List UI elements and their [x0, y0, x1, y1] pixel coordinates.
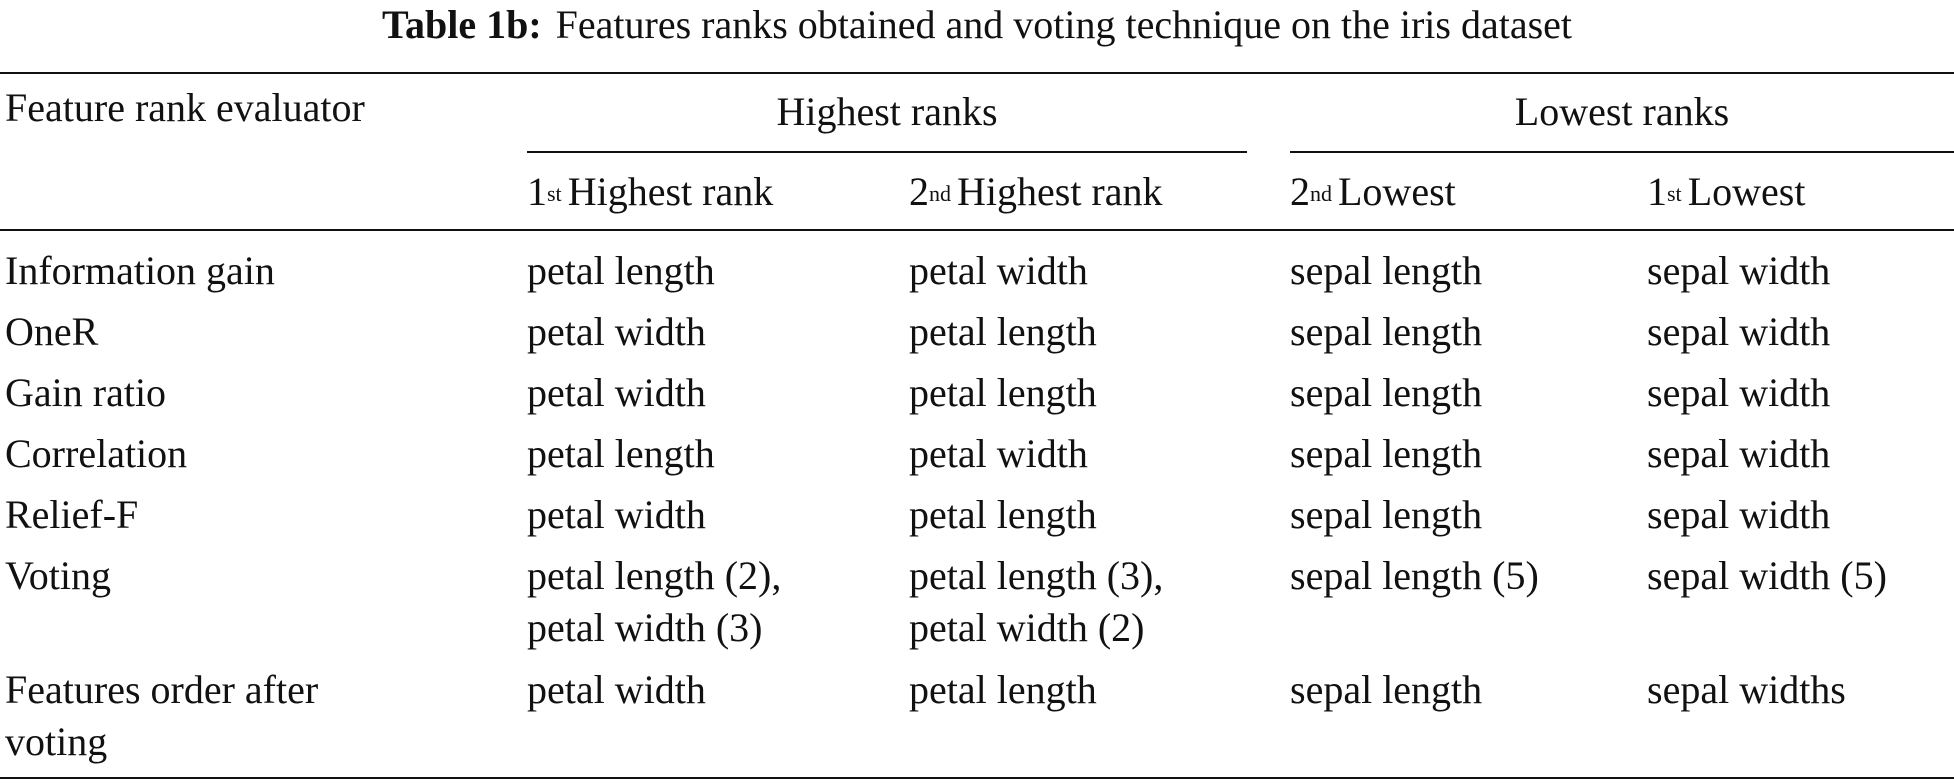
col-suffix: st: [1667, 181, 1682, 206]
col-num: 2: [1290, 169, 1310, 214]
table-cell: petal length: [909, 667, 1097, 712]
table-cell: petal width (2): [909, 605, 1145, 650]
col-label: Lowest: [1338, 169, 1456, 214]
table-cell: sepal width (5): [1647, 553, 1887, 598]
table-cell: sepal width: [1647, 370, 1831, 415]
col-label: Highest rank: [957, 169, 1163, 214]
row-evaluator: Gain ratio: [5, 370, 167, 415]
table-cell: sepal length: [1290, 431, 1483, 476]
col-label: Highest rank: [567, 169, 774, 214]
table-cell: sepal width: [1647, 431, 1831, 476]
top-rule: [0, 72, 1954, 74]
table-cell: petal width: [527, 667, 706, 712]
row-evaluator: Information gain: [5, 248, 275, 293]
table-cell: petal length (2),: [527, 553, 782, 598]
table-cell: sepal width: [1647, 309, 1831, 354]
table-cell: petal length: [909, 492, 1097, 537]
table-cell: sepal length: [1290, 309, 1483, 354]
col-suffix: nd: [929, 181, 951, 206]
table-cell: petal width: [527, 370, 706, 415]
table-cell: petal length (3),: [909, 553, 1164, 598]
caption-label: Table 1b:: [381, 2, 542, 47]
row-evaluator: Features order after: [5, 667, 319, 712]
row-evaluator: Voting: [5, 553, 111, 598]
column-header-1st-lowest: 1st Lowest: [1647, 166, 1805, 218]
row-evaluator: OneR: [5, 309, 99, 354]
col-suffix: st: [547, 181, 562, 206]
table-cell: petal width: [909, 431, 1088, 476]
table-cell: petal length: [527, 248, 715, 293]
column-header-1st-highest: 1st Highest rank: [527, 166, 773, 218]
table-cell: sepal length: [1290, 667, 1483, 712]
col-num: 1: [527, 169, 547, 214]
table-cell: petal width (3): [527, 605, 763, 650]
column-header-2nd-highest: 2nd Highest rank: [909, 166, 1163, 218]
table-cell: petal width: [527, 492, 706, 537]
table-cell: sepal length: [1290, 492, 1483, 537]
col-label: Lowest: [1687, 169, 1806, 214]
row-header-label: Feature rank evaluator: [5, 85, 365, 130]
table-cell: sepal width: [1647, 248, 1831, 293]
group-highest-ranks: Highest ranks: [776, 89, 998, 134]
table-cell: petal length: [909, 370, 1097, 415]
col-num: 2: [909, 169, 929, 214]
table-cell: petal length: [527, 431, 715, 476]
table-cell: sepal length: [1290, 370, 1483, 415]
row-evaluator: voting: [5, 719, 108, 764]
table-caption: Table 1b: Features ranks obtained and vot…: [0, 0, 1954, 50]
table-cell: sepal width: [1647, 492, 1831, 537]
caption-text: Features ranks obtained and voting techn…: [555, 2, 1573, 47]
row-evaluator: Correlation: [5, 431, 188, 476]
table-cell: petal width: [527, 309, 706, 354]
table-cell: sepal length: [1290, 248, 1483, 293]
table-cell: sepal widths: [1647, 667, 1846, 712]
bottom-rule: [0, 777, 1954, 779]
col-suffix: nd: [1310, 181, 1332, 206]
col-num: 1: [1647, 169, 1667, 214]
group-rule-highest: [527, 151, 1247, 153]
group-lowest-ranks: Lowest ranks: [1514, 89, 1730, 134]
group-rule-lowest: [1290, 151, 1954, 153]
table-cell: petal width: [909, 248, 1088, 293]
header-rule: [0, 229, 1954, 231]
row-evaluator: Relief-F: [5, 492, 139, 537]
table-cell: petal length: [909, 309, 1097, 354]
table-cell: sepal length (5): [1290, 553, 1539, 598]
column-header-2nd-lowest: 2nd Lowest: [1290, 166, 1456, 218]
